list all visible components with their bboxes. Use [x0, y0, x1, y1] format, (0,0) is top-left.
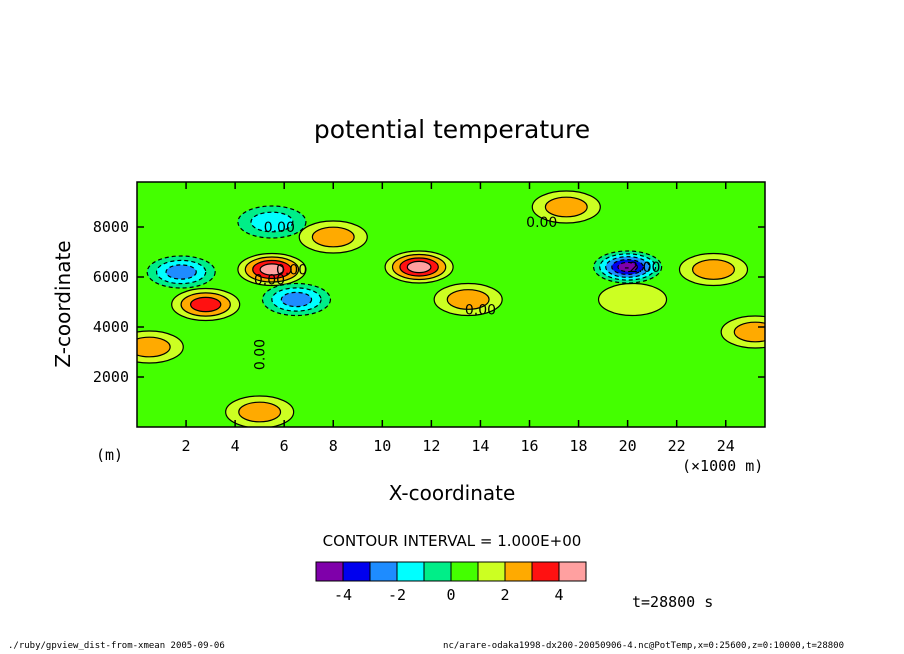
- contour-band: [189, 296, 222, 313]
- footer-right: nc/arare-odaka1998-dx200-20050906-4.nc@P…: [443, 641, 844, 651]
- colorbar-tick-label: 0: [446, 586, 455, 604]
- contour-interval-text: CONTOUR INTERVAL = 1.000E+00: [323, 532, 582, 550]
- colorbar-swatch: [369, 561, 398, 582]
- contour-band: [250, 211, 294, 233]
- contour-feature: [237, 252, 307, 287]
- contour-feature: [237, 205, 307, 239]
- contour-feature: [597, 282, 668, 317]
- contour-feature: [678, 252, 749, 287]
- colorbar-tick-label: 2: [500, 586, 509, 604]
- contour-label: 0.00: [253, 339, 269, 370]
- contour-band: [406, 260, 432, 274]
- contour-feature: [146, 255, 216, 289]
- y-tick-label: 4000: [93, 318, 129, 336]
- chart-title: potential temperature: [314, 115, 590, 144]
- contour-band: [311, 226, 355, 248]
- contour-feature: [593, 250, 663, 284]
- x-tick-label: 22: [668, 437, 686, 455]
- colorbar-tick-label: -2: [388, 586, 406, 604]
- colorbar-swatch: [396, 561, 425, 582]
- x-tick-label: 12: [422, 437, 440, 455]
- plot-frame: [136, 181, 766, 428]
- x-tick-label: 10: [373, 437, 391, 455]
- colorbar-tick-label: 4: [554, 586, 563, 604]
- colorbar-swatch: [450, 561, 479, 582]
- x-tick-label: 6: [280, 437, 289, 455]
- colorbar-swatch: [342, 561, 371, 582]
- time-label: t=28800 s: [632, 593, 713, 611]
- contour-feature: [384, 250, 454, 284]
- contour-feature: [720, 315, 765, 349]
- contour-band: [446, 289, 490, 310]
- contour-band: [733, 321, 765, 343]
- y-tick-label: 8000: [93, 218, 129, 236]
- contour-feature: [298, 220, 368, 254]
- contour-feature: [225, 395, 295, 427]
- y-axis: 2000 4000 6000 8000: [93, 218, 765, 386]
- contour-label: 0.00: [465, 303, 496, 319]
- x-tick-label: 4: [231, 437, 240, 455]
- colorbar-swatch: [423, 561, 452, 582]
- x-axis-label: X-coordinate: [389, 481, 516, 505]
- y-unit-label: (m): [96, 446, 123, 464]
- x-tick-label: 8: [329, 437, 338, 455]
- x-tick-label: 24: [717, 437, 735, 455]
- x-axis: 2 4 6 8 10 12 14 16 18 20 22 24: [182, 182, 735, 455]
- contour-band: [259, 263, 285, 276]
- colorbar-swatch: [558, 561, 587, 582]
- contour-band: [691, 259, 735, 280]
- x-tick-label: 20: [619, 437, 637, 455]
- contour-feature: [261, 282, 332, 317]
- colorbar-swatch: [531, 561, 560, 582]
- colorbar-swatch: [504, 561, 533, 582]
- colorbar-swatch: [477, 561, 506, 582]
- x-tick-label: 2: [182, 437, 191, 455]
- contour-band: [544, 196, 588, 218]
- contour-plot-area: [137, 182, 765, 427]
- x-tick-label: 16: [520, 437, 538, 455]
- contour-feature: [433, 282, 503, 317]
- contour-feature: [531, 190, 601, 224]
- x-tick-label: 18: [570, 437, 588, 455]
- y-tick-label: 6000: [93, 268, 129, 286]
- colorbar-tick-label: -4: [334, 586, 352, 604]
- contour-band: [165, 264, 197, 280]
- contour-label: 0.00: [276, 263, 307, 279]
- colorbar: -4 -2 0 2 4: [315, 561, 587, 604]
- contour-band: [238, 401, 282, 423]
- contour-feature: [171, 287, 241, 322]
- contour-band: [280, 291, 313, 308]
- x-unit-label: (×1000 m): [682, 457, 763, 475]
- contour-label: -2.00: [624, 260, 660, 276]
- contour-feature: [137, 330, 184, 364]
- contour-band: [137, 336, 171, 358]
- colorbar-swatch: [315, 561, 344, 582]
- contour-label: 0.00: [254, 273, 285, 289]
- footer-left: ./ruby/gpview_dist-from-xmean 2005-09-06: [8, 641, 225, 651]
- contour-band: [617, 261, 638, 273]
- x-tick-label: 14: [471, 437, 489, 455]
- y-tick-label: 2000: [93, 368, 129, 386]
- contour-band: [597, 282, 668, 317]
- y-axis-label: Z-coordinate: [51, 240, 75, 367]
- contour-label: 0.00: [264, 220, 295, 236]
- contour-label: 0.00: [526, 215, 557, 231]
